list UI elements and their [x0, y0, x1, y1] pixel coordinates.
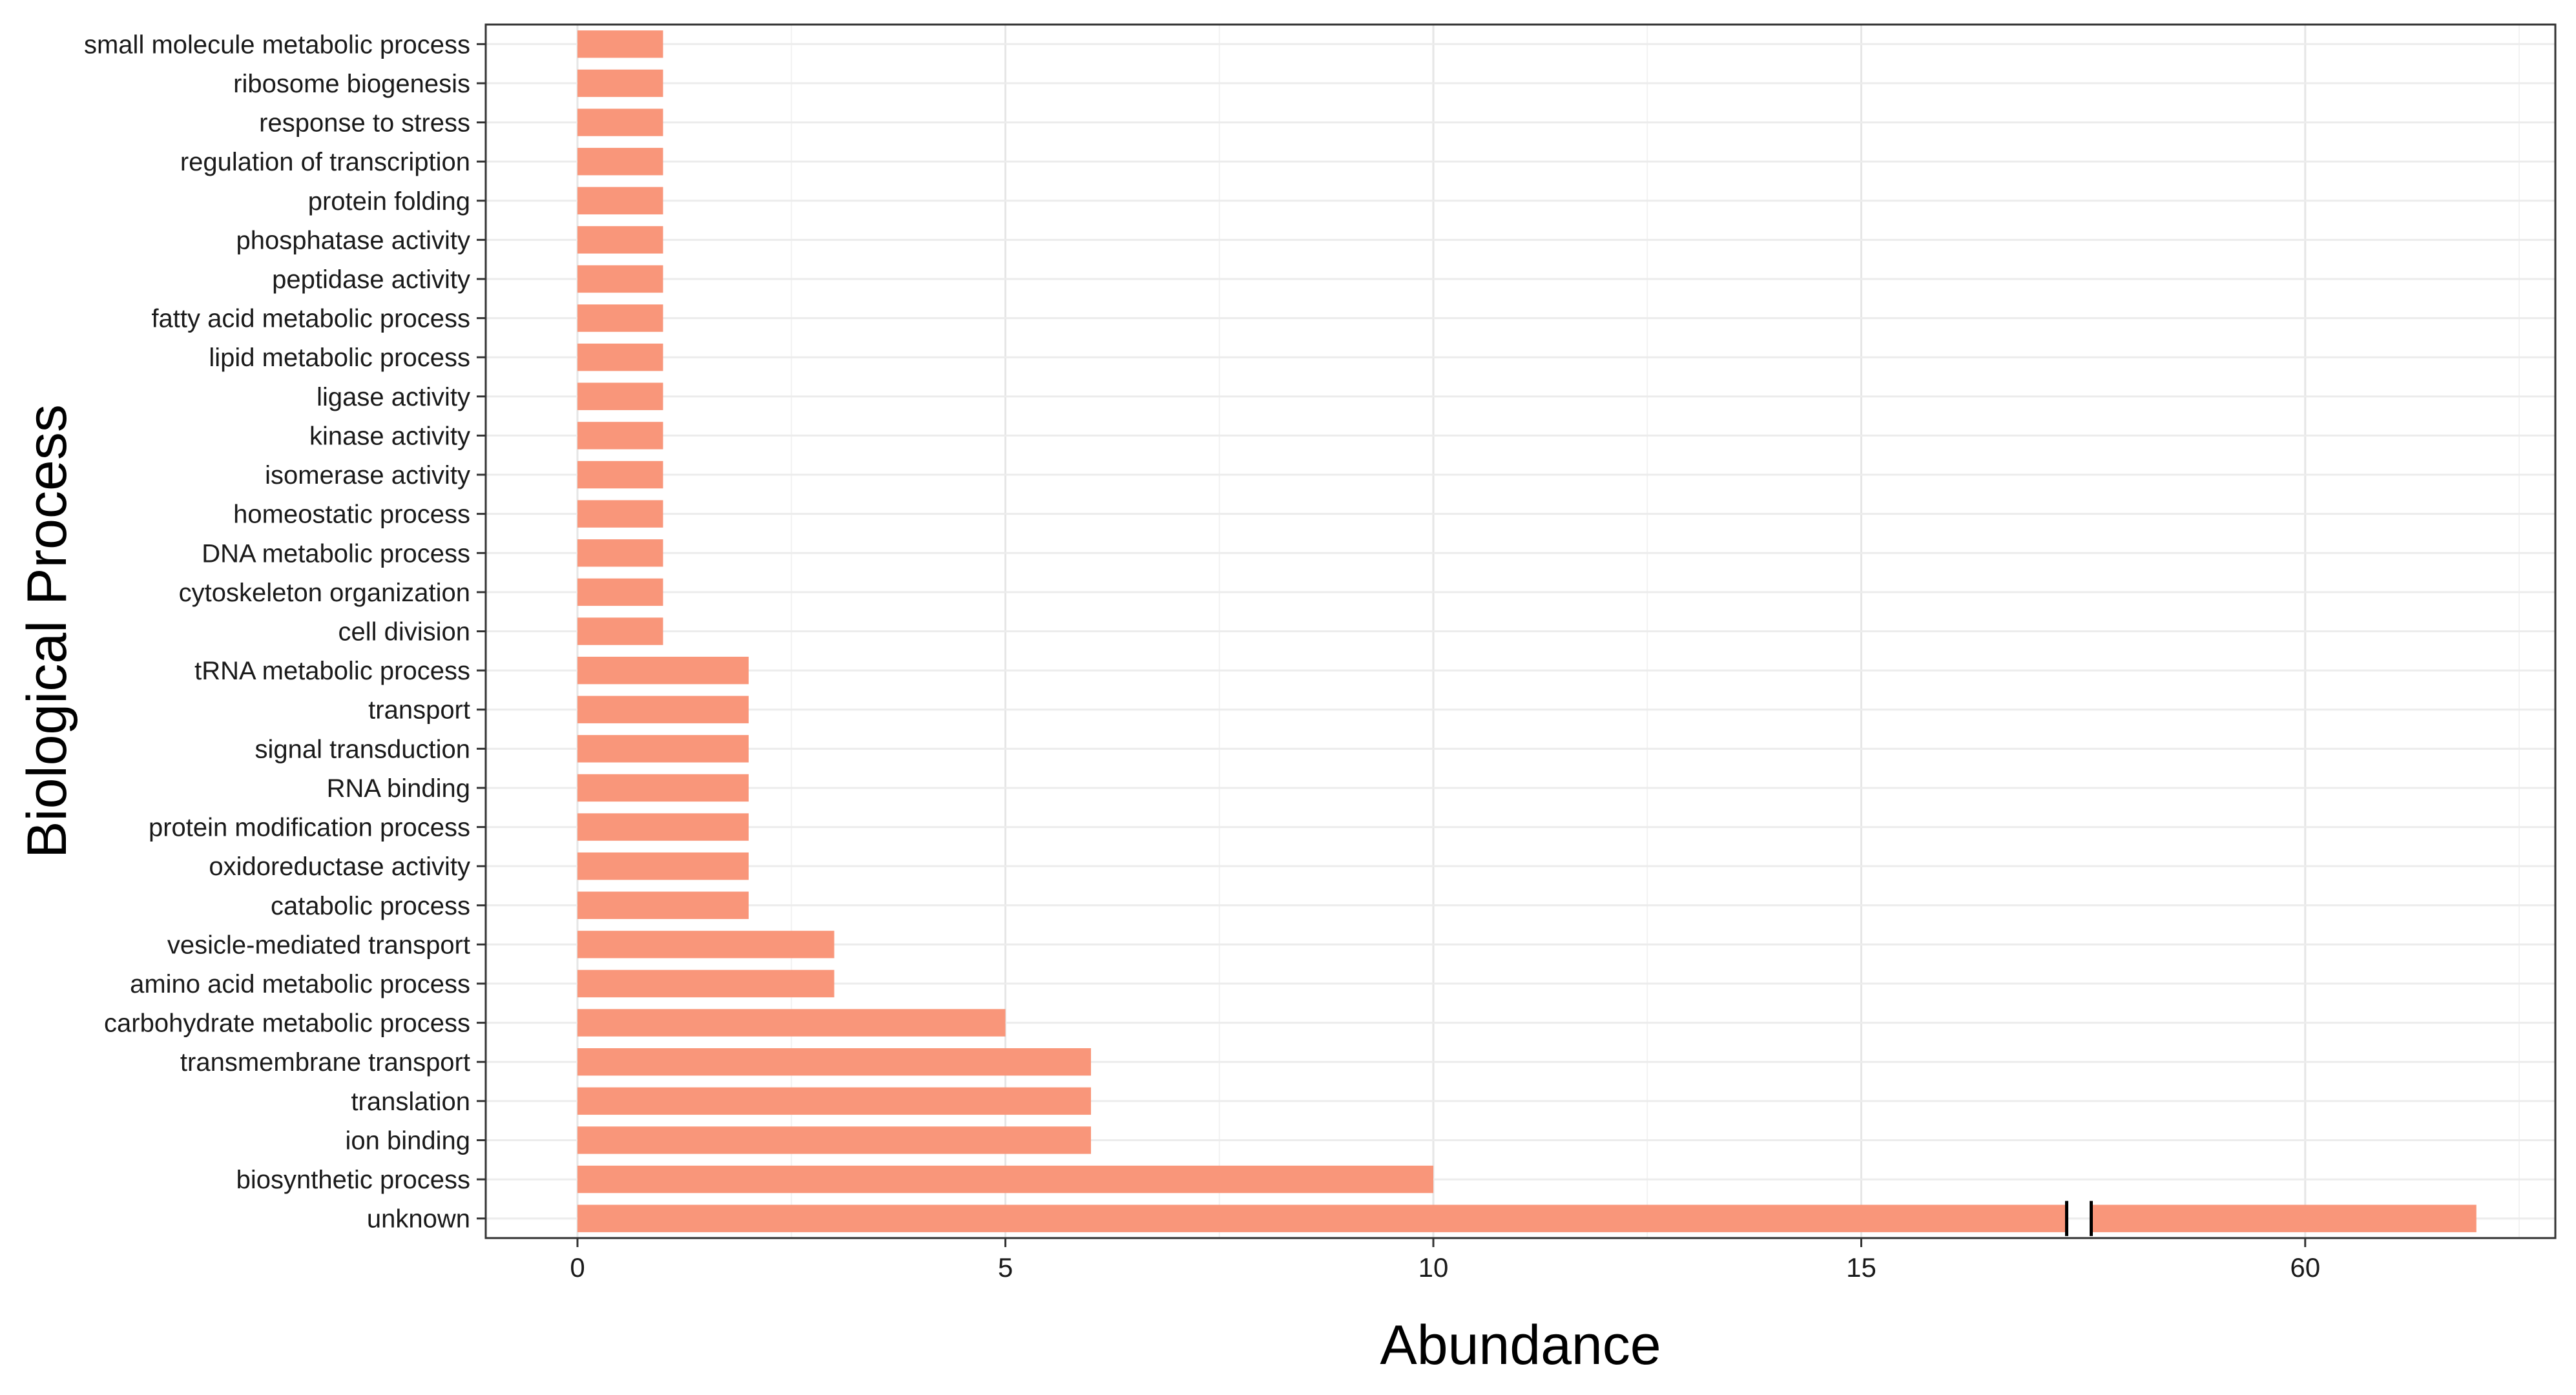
- y-tick-label: translation: [351, 1088, 470, 1116]
- x-tick-label: 60: [2290, 1252, 2320, 1283]
- bar: [577, 931, 835, 958]
- y-tick-label: cell division: [338, 618, 470, 646]
- bar: [577, 1048, 1091, 1076]
- y-tick-label: RNA binding: [327, 774, 470, 803]
- y-tick-label: small molecule metabolic process: [84, 30, 470, 59]
- y-tick-label: signal transduction: [254, 735, 470, 763]
- bar-continued: [2091, 1204, 2477, 1232]
- bar: [577, 69, 663, 98]
- y-tick-label: homeostatic process: [233, 501, 470, 529]
- bar: [577, 108, 663, 136]
- x-tick-label: 15: [1846, 1252, 1876, 1283]
- bar: [577, 500, 663, 528]
- bar: [577, 1165, 1433, 1194]
- y-tick-label: amino acid metabolic process: [130, 970, 470, 998]
- y-tick-label: fatty acid metabolic process: [151, 305, 470, 333]
- x-tick-label: 0: [570, 1252, 585, 1283]
- bar: [577, 382, 663, 411]
- y-tick-label: protein modification process: [149, 814, 470, 842]
- y-tick-label: DNA metabolic process: [202, 539, 470, 568]
- y-tick-label: response to stress: [259, 109, 470, 138]
- y-tick-label: cytoskeleton organization: [179, 579, 470, 607]
- y-tick-label: catabolic process: [271, 892, 470, 920]
- y-tick-label: isomerase activity: [265, 461, 470, 490]
- y-tick-label: vesicle-mediated transport: [167, 931, 470, 959]
- bar: [577, 226, 663, 254]
- y-axis-title: Biological Process: [16, 404, 78, 858]
- y-tick-label: tRNA metabolic process: [194, 657, 470, 685]
- bar: [577, 1087, 1091, 1115]
- y-tick-label: transport: [368, 696, 470, 725]
- y-tick-label: biosynthetic process: [236, 1166, 470, 1194]
- x-axis-title: Abundance: [1380, 1314, 1661, 1376]
- y-tick-label: transmembrane transport: [180, 1048, 470, 1077]
- bar: [577, 1126, 1091, 1154]
- y-tick-label: lipid metabolic process: [209, 344, 470, 372]
- y-tick-label: carbohydrate metabolic process: [104, 1009, 470, 1038]
- bar: [577, 147, 663, 176]
- bar: [577, 891, 749, 920]
- bar: [577, 617, 663, 645]
- y-tick-label: unknown: [367, 1205, 470, 1234]
- bar: [577, 735, 749, 763]
- bar: [577, 539, 663, 567]
- y-tick-label: ribosome biogenesis: [233, 70, 470, 98]
- x-tick-label: 10: [1418, 1252, 1449, 1283]
- bar: [577, 343, 663, 371]
- bar: [577, 696, 749, 723]
- bar: [577, 813, 749, 841]
- y-tick-label: phosphatase activity: [236, 226, 470, 254]
- y-tick-label: oxidoreductase activity: [209, 852, 470, 881]
- y-tick-label: protein folding: [308, 187, 470, 216]
- bar: [577, 1204, 2067, 1232]
- bar: [577, 30, 663, 58]
- bar: [577, 1009, 1006, 1037]
- bar: [577, 852, 749, 880]
- bar: [577, 969, 835, 998]
- bars: [577, 30, 2477, 1236]
- axes: 0 5 10 15 60 small molecule metabolic process…: [84, 23, 2557, 1283]
- x-tick-label: 5: [998, 1252, 1013, 1283]
- bar: [577, 304, 663, 332]
- bar: [577, 187, 663, 214]
- panel-border: [484, 23, 2557, 1239]
- bar: [577, 578, 663, 606]
- y-tick-label: kinase activity: [309, 422, 470, 450]
- y-tick-label: peptidase activity: [272, 265, 470, 294]
- y-tick-label: regulation of transcription: [180, 148, 470, 176]
- bar: [577, 422, 663, 450]
- bar: [577, 656, 749, 685]
- bar: [577, 265, 663, 293]
- bar: [577, 774, 749, 802]
- y-tick-label: ion binding: [346, 1126, 471, 1155]
- y-tick-label: ligase activity: [317, 383, 470, 411]
- bar: [577, 460, 663, 489]
